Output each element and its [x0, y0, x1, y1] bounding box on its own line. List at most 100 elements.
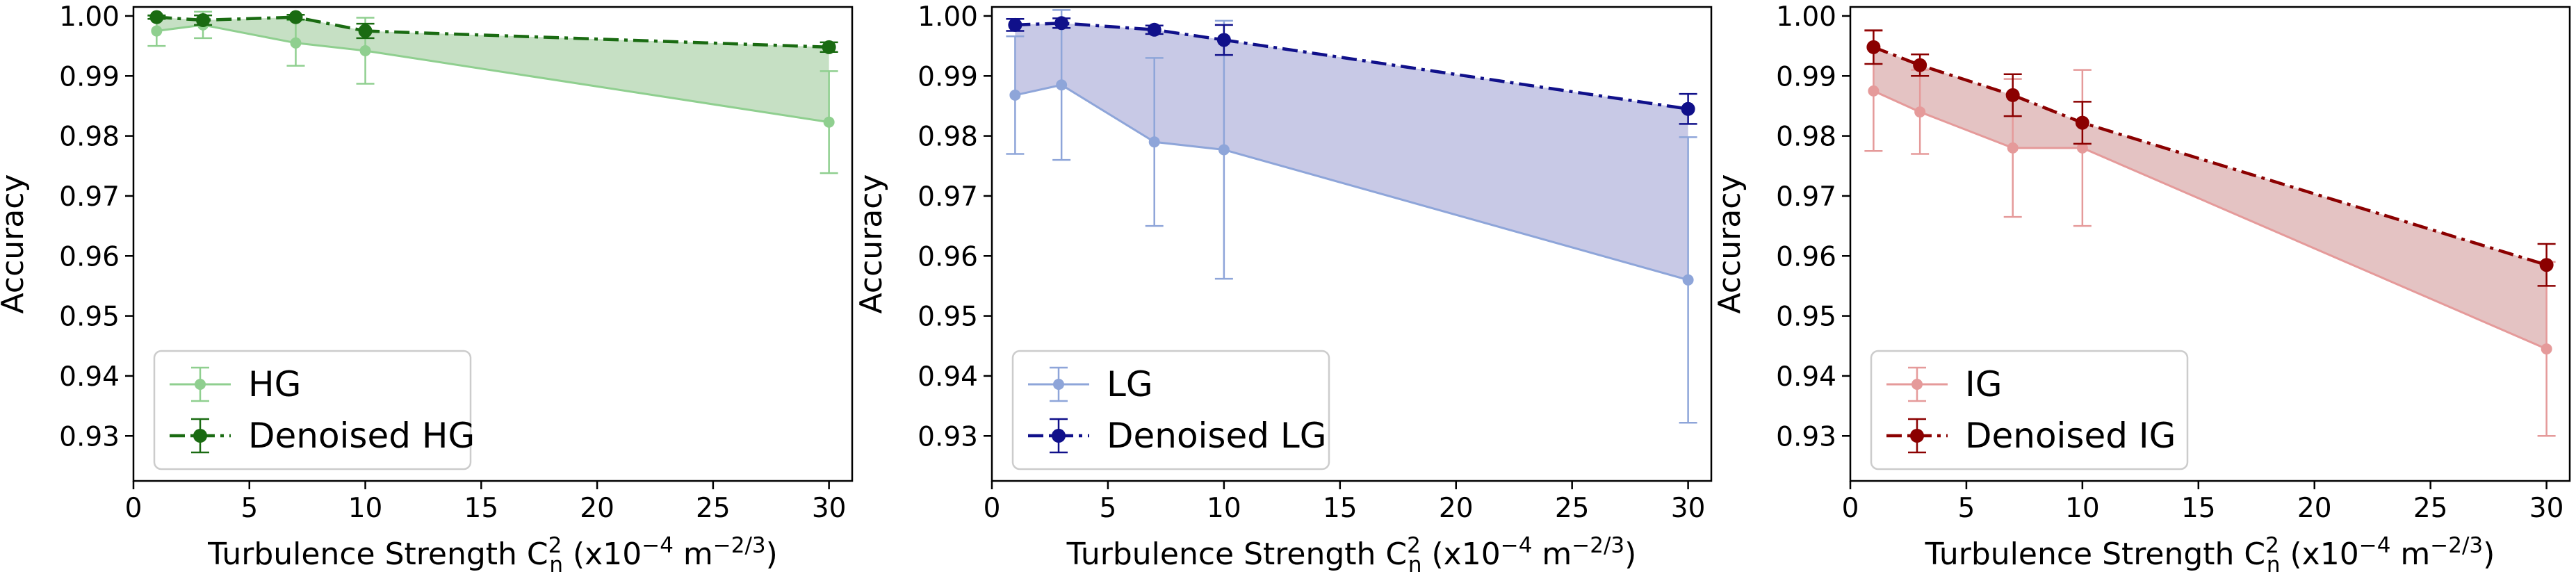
legend-label-ig: IG [1965, 364, 2003, 404]
point-ig [1868, 85, 1880, 97]
x-label-text: ) [766, 537, 778, 572]
x-label-text: (x10 [1422, 537, 1501, 572]
legend-label-denoised-ig: Denoised IG [1965, 416, 2176, 456]
x-label-superscript: −4 [1501, 533, 1533, 558]
y-tick-label: 1.00 [918, 1, 978, 33]
point-denoised-hg [358, 24, 373, 38]
fill-band-lg [1015, 23, 1688, 280]
axes-frame-ig [1849, 6, 2571, 482]
y-tick-label: 0.96 [1776, 241, 1836, 272]
y-tick-label: 0.97 [1776, 181, 1836, 213]
legend-box [153, 350, 472, 470]
x-axis-label: Turbulence Strength C2 n (x10−4 m−2/3) [207, 533, 778, 578]
point-hg [823, 116, 835, 128]
line-denoised-lg [1015, 22, 1688, 111]
x-tick-label: 25 [2413, 493, 2448, 524]
line-denoised-hg [156, 15, 829, 49]
x-tick-label: 5 [1100, 493, 1117, 524]
point-denoised-hg [149, 10, 164, 24]
y-tick-label: 0.98 [59, 122, 120, 153]
series-denoised-ig [1864, 29, 2556, 287]
x-tick-label: 0 [1842, 493, 1859, 524]
series-denoised-hg [147, 10, 838, 54]
x-label-subscript: n [1408, 553, 1422, 578]
fill-band-ig [1873, 47, 2547, 350]
y-tick-label: 1.00 [59, 1, 120, 33]
x-tick-label: 5 [241, 493, 258, 524]
legend-hg: HG Denoised HG [153, 350, 475, 470]
legend-label-denoised-hg: Denoised HG [248, 416, 475, 456]
x-label-text: Turbulence Strength C [1925, 537, 2265, 572]
x-label-text: m [674, 537, 713, 572]
x-label-text: ) [1624, 537, 1636, 572]
y-axis-label: Accuracy [1712, 174, 1747, 314]
y-axis-label: Accuracy [0, 174, 31, 314]
y-tick-label: 0.98 [1776, 122, 1836, 153]
legend-marker-hg [195, 379, 206, 390]
point-lg [1218, 144, 1230, 156]
x-label-text: (x10 [2281, 537, 2359, 572]
point-denoised-ig [1913, 58, 1927, 72]
x-label-superscript: −2/3 [1572, 533, 1624, 558]
x-label-superscript: 2 [1407, 533, 1421, 558]
y-tick-label: 0.98 [918, 122, 978, 153]
legend-marker-ig [1911, 379, 1923, 390]
y-tick-label: 0.93 [59, 421, 120, 452]
x-label-superscript: 2 [548, 533, 562, 558]
point-denoised-lg [1008, 17, 1022, 32]
legend-box [1870, 350, 2189, 470]
x-label-text: Turbulence Strength C [207, 537, 548, 572]
axes-frame-hg [132, 6, 854, 482]
point-denoised-ig [2075, 115, 2089, 130]
point-denoised-lg [1147, 22, 1161, 37]
legend-label-hg: HG [248, 364, 301, 404]
x-tick-label: 25 [696, 493, 731, 524]
x-label-superscript: −4 [642, 533, 674, 558]
point-hg [151, 25, 163, 37]
y-tick-label: 0.99 [59, 61, 120, 92]
legend-ig: IG Denoised IG [1870, 350, 2189, 470]
y-tick-label: 0.97 [918, 181, 978, 213]
chart-panel-ig: 0 5 10 15 20 25 30 0.93 0.94 0.95 0.96 0.97 0.98 0.99… [1712, 1, 2571, 578]
y-tick-label: 0.96 [59, 241, 120, 272]
x-tick-label: 15 [2181, 493, 2216, 524]
point-denoised-lg [1054, 16, 1069, 31]
x-tick-label: 10 [348, 493, 383, 524]
x-label-superscript: −2/3 [2430, 533, 2483, 558]
line-denoised-ig [1873, 45, 2548, 267]
x-tick-label: 10 [2065, 493, 2100, 524]
y-tick-label: 0.99 [1776, 61, 1836, 92]
x-tick-label: 15 [1323, 493, 1358, 524]
point-denoised-ig [2539, 258, 2554, 272]
x-tick-label: 20 [2297, 493, 2332, 524]
point-denoised-lg [1681, 101, 1695, 116]
x-axis-label: Turbulence Strength C2 n (x10−4 m−2/3) [1925, 533, 2495, 578]
x-label-superscript: 2 [2265, 533, 2279, 558]
point-denoised-ig [1866, 40, 1881, 54]
x-label-text: m [2390, 537, 2430, 572]
y-tick-label: 0.93 [1776, 421, 1836, 452]
x-tick-label: 0 [984, 493, 1001, 524]
y-tick-label: 0.94 [59, 361, 120, 393]
y-tick-label: 0.97 [59, 181, 120, 213]
y-tick-label: 0.95 [59, 302, 120, 333]
y-tick-label: 0.95 [1776, 302, 1836, 333]
x-tick-label: 0 [125, 493, 142, 524]
x-axis-label: Turbulence Strength C2 n (x10−4 m−2/3) [1066, 533, 1637, 578]
point-ig [1914, 106, 1926, 118]
x-tick-label: 30 [1671, 493, 1706, 524]
point-denoised-ig [2005, 88, 2020, 102]
x-label-text: Turbulence Strength C [1066, 537, 1407, 572]
x-tick-label: 30 [2529, 493, 2564, 524]
legend-box [1011, 350, 1330, 470]
x-label-text: ) [2483, 537, 2495, 572]
chart-panel-lg: 0 5 10 15 20 25 30 0.93 0.94 0.95 0.96 0.97 0.98 0.99… [854, 1, 1713, 578]
x-label-text: (x10 [563, 537, 642, 572]
legend-label-denoised-lg: Denoised LG [1107, 416, 1326, 456]
x-label-subscript: n [549, 553, 563, 578]
x-tick-label: 10 [1207, 493, 1241, 524]
axes-frame-lg [991, 6, 1713, 482]
y-tick-label: 0.95 [918, 302, 978, 333]
series-denoised-lg [1006, 16, 1697, 125]
